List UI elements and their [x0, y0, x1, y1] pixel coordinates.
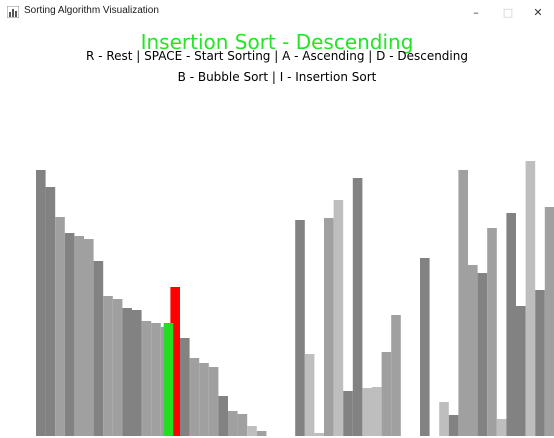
- bar: [228, 411, 238, 436]
- bars-icon: [7, 6, 19, 18]
- bar: [362, 388, 372, 436]
- bar: [45, 187, 56, 436]
- bar: [218, 396, 228, 436]
- bar: [372, 387, 382, 436]
- bar: [103, 296, 113, 436]
- bar: [295, 220, 305, 436]
- bar: [122, 308, 132, 436]
- bar: [506, 213, 516, 436]
- bar: [256, 431, 267, 436]
- keyboard-help-line-2: B - Bubble Sort | I - Insertion Sort: [177, 70, 377, 84]
- bar: [391, 315, 401, 436]
- bar-compare: [163, 323, 174, 436]
- bar: [151, 323, 161, 436]
- bar: [352, 178, 363, 436]
- bar: [180, 338, 190, 436]
- window-title: Sorting Algorithm Visualization: [24, 5, 159, 16]
- bar: [333, 200, 344, 436]
- bar: [448, 415, 459, 436]
- bar: [324, 218, 334, 436]
- bar: [314, 433, 324, 436]
- bar: [74, 236, 84, 436]
- algorithm-title: Insertion Sort - Descending: [140, 30, 414, 54]
- bar: [439, 402, 449, 436]
- bar: [84, 239, 94, 436]
- bar: [487, 228, 497, 436]
- bar: [525, 161, 536, 436]
- bar: [544, 207, 554, 436]
- bar: [468, 265, 478, 436]
- bar: [199, 363, 209, 436]
- bar: [381, 352, 392, 436]
- bar: [55, 217, 65, 436]
- bar: [535, 290, 545, 436]
- bar: [93, 261, 104, 436]
- bar: [496, 419, 507, 436]
- bar: [112, 299, 123, 436]
- bar: [36, 170, 46, 436]
- maximize-button[interactable]: □: [502, 5, 514, 19]
- bar: [304, 354, 315, 436]
- keyboard-help-line-1: R - Rest | SPACE - Start Sorting | A - A…: [86, 49, 468, 63]
- bar: [141, 321, 152, 436]
- bar: [208, 367, 219, 436]
- bar-current: [170, 287, 180, 436]
- bar: [189, 358, 200, 436]
- bar: [132, 310, 142, 436]
- bar: [516, 306, 526, 436]
- bar: [64, 233, 75, 436]
- bar: [237, 414, 248, 436]
- bar: [477, 273, 488, 436]
- bar: [343, 391, 353, 436]
- close-button[interactable]: ✕: [533, 5, 543, 19]
- title-bar[interactable]: Sorting Algorithm Visualization – □ ✕: [0, 0, 554, 24]
- minimize-button[interactable]: –: [473, 5, 479, 19]
- bar: [247, 426, 257, 436]
- bar: [420, 258, 430, 436]
- bar: [458, 170, 468, 436]
